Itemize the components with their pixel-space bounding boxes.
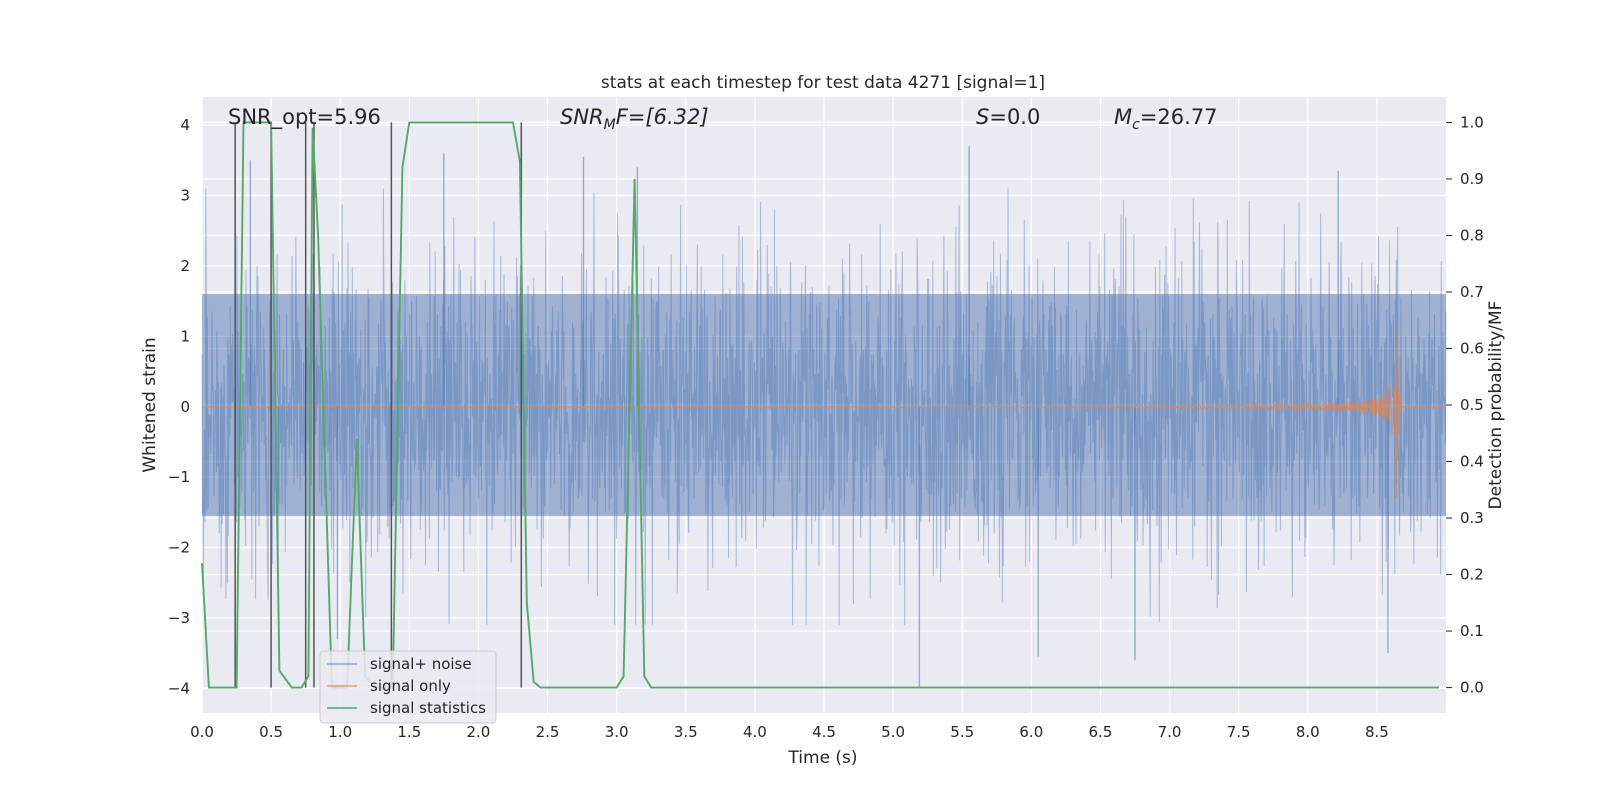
s-annotation: S=0.0 — [976, 105, 1040, 129]
x-tick-label: 5.0 — [881, 723, 905, 741]
y-right-tick-label: 0.7 — [1460, 283, 1484, 301]
y-right-tick-label: 0.4 — [1460, 453, 1484, 471]
x-tick-label: 3.5 — [674, 723, 698, 741]
x-tick-label: 2.0 — [467, 723, 491, 741]
legend-label-signal-statistics: signal statistics — [370, 699, 486, 717]
legend-box — [319, 650, 497, 724]
snr-opt-annotation: SNR_opt=5.96 — [228, 105, 381, 130]
x-axis-label: Time (s) — [787, 748, 857, 768]
grid-lines — [201, 97, 1446, 713]
x-tick-label: 0.0 — [190, 723, 214, 741]
x-tick-label: 5.5 — [950, 723, 974, 741]
chirp-mass-annotation: Mc=26.77 — [1114, 105, 1218, 133]
y-right-axis-label: Detection probability/MF — [1486, 301, 1506, 510]
x-tick-label: 7.0 — [1158, 723, 1182, 741]
x-tick-label: 4.0 — [743, 723, 767, 741]
chart-title: stats at each timestep for test data 427… — [601, 73, 1045, 93]
y-left-tick-label: 3 — [180, 187, 190, 205]
y-left-tick-label: 4 — [180, 116, 190, 134]
y-right-axis-ticks: 1.0 0.9 0.8 0.7 0.6 0.5 0.4 0.3 0.2 0.1 0.0 — [1446, 113, 1484, 697]
x-tick-label: 8.5 — [1365, 723, 1389, 741]
x-tick-label: 8.0 — [1296, 723, 1320, 741]
y-right-tick-label: 0.3 — [1460, 509, 1484, 527]
x-tick-label: 4.5 — [812, 723, 836, 741]
y-left-tick-label: 2 — [180, 257, 190, 275]
y-left-tick-label: 1 — [180, 327, 190, 345]
y-right-tick-label: 0.6 — [1460, 339, 1484, 357]
x-tick-label: 3.0 — [605, 723, 629, 741]
legend-label-signal-noise: signal+ noise — [370, 655, 472, 673]
legend: signal+ noise signal only signal statist… — [319, 650, 497, 724]
y-right-tick-label: 0.2 — [1460, 566, 1484, 584]
y-left-tick-label: −2 — [168, 539, 190, 557]
y-right-tick-label: 0.9 — [1460, 170, 1484, 188]
y-right-tick-label: 0.1 — [1460, 622, 1484, 640]
y-right-tick-label: 0.5 — [1460, 396, 1484, 414]
signal-noise-series — [201, 146, 1447, 689]
signal-only-line — [202, 331, 1446, 499]
y-right-tick-label: 0.0 — [1460, 679, 1484, 697]
legend-label-signal-only: signal only — [370, 677, 451, 695]
y-left-tick-label: −4 — [168, 679, 190, 697]
x-tick-label: 0.5 — [259, 723, 283, 741]
y-left-tick-label: −1 — [168, 468, 190, 486]
y-left-tick-label: −3 — [168, 609, 190, 627]
snr-mf-annotation: SNRMF=[6.32] — [560, 105, 709, 133]
x-tick-label: 7.5 — [1227, 723, 1251, 741]
x-tick-label: 1.0 — [328, 723, 352, 741]
x-tick-label: 2.5 — [536, 723, 560, 741]
signal-noise-line — [201, 188, 1447, 626]
x-tick-label: 1.5 — [397, 723, 421, 741]
y-right-tick-label: 1.0 — [1460, 113, 1484, 131]
y-left-axis-ticks: 4 3 2 1 0 −1 −2 −3 −4 — [168, 116, 190, 697]
y-left-tick-label: 0 — [180, 398, 190, 416]
noise-core-band — [202, 294, 1446, 516]
y-left-axis-label: Whitened strain — [140, 337, 160, 472]
signal-only-series — [202, 331, 1446, 499]
x-tick-label: 6.0 — [1019, 723, 1043, 741]
y-right-tick-label: 0.8 — [1460, 226, 1484, 244]
x-axis-ticks: 0.0 0.5 1.0 1.5 2.0 2.5 3.0 3.5 4.0 4.5 5.0 5.5 6.0 6… — [190, 723, 1389, 741]
x-tick-label: 6.5 — [1089, 723, 1113, 741]
